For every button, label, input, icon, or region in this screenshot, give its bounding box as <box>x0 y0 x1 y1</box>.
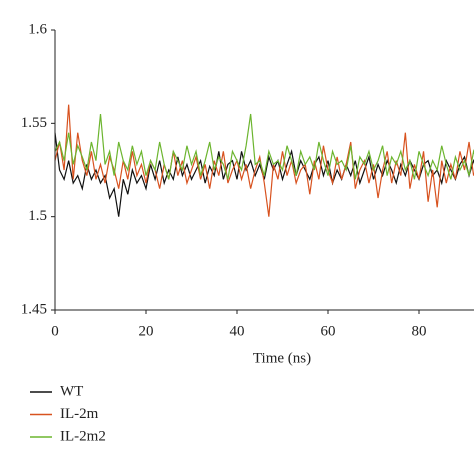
legend-label: IL-2m2 <box>60 428 106 444</box>
legend-label: IL-2m <box>60 406 99 422</box>
x-tick-label: 60 <box>321 323 336 339</box>
data-line <box>54 113 474 180</box>
data-line <box>54 132 474 217</box>
x-tick-label: 20 <box>139 323 154 339</box>
x-tick-label: 0 <box>51 323 59 339</box>
y-tick-label: 1.45 <box>21 301 47 317</box>
x-axis-label: Time (ns) <box>253 350 311 366</box>
data-line <box>54 104 474 217</box>
legend-label: WT <box>60 383 83 399</box>
y-tick-label: 1.55 <box>21 115 47 131</box>
x-tick-label: 40 <box>230 323 245 339</box>
y-tick-label: 1.5 <box>28 208 47 224</box>
x-tick-label: 80 <box>412 323 427 339</box>
y-tick-label: 1.6 <box>28 21 47 37</box>
